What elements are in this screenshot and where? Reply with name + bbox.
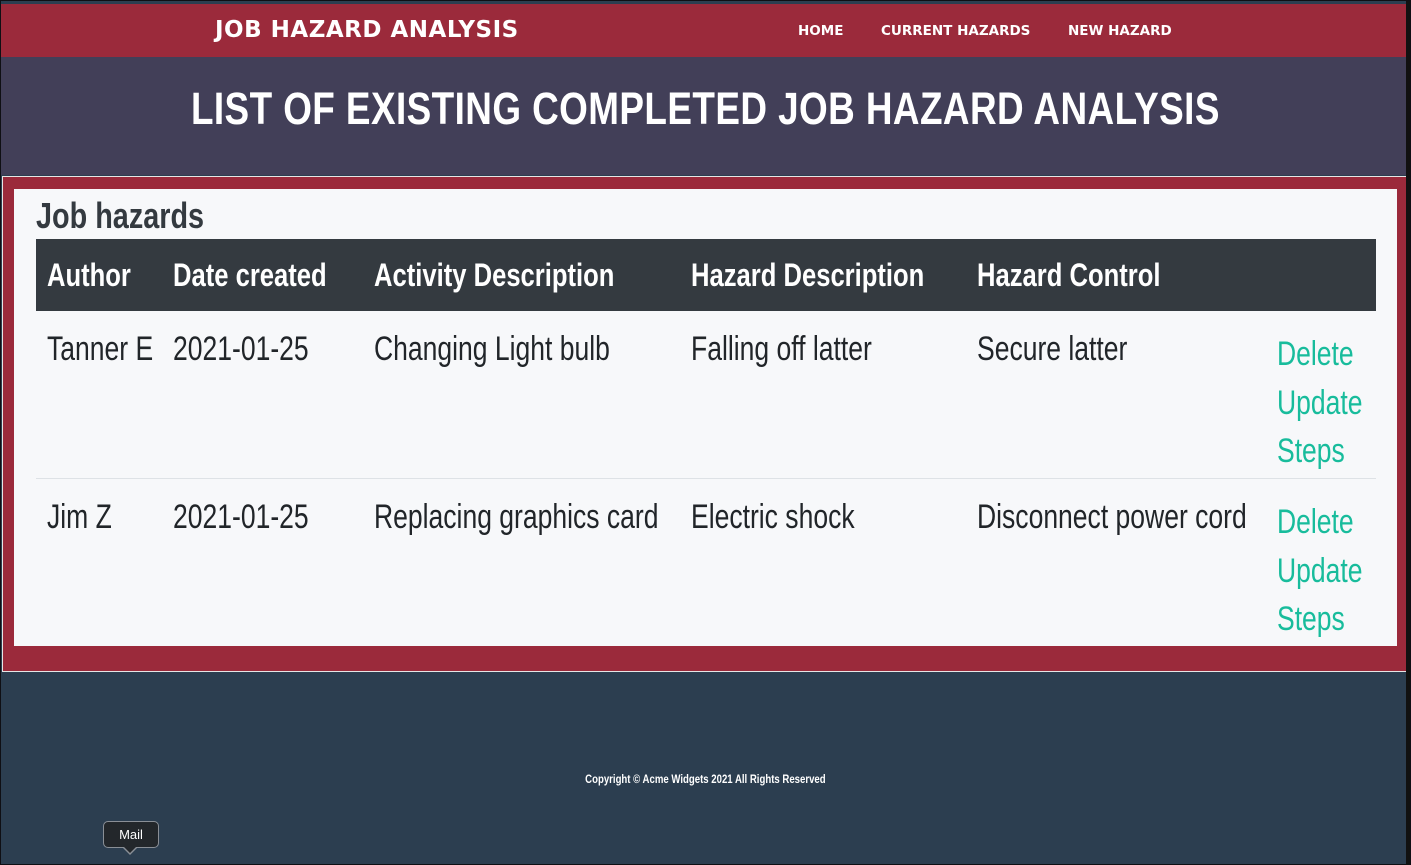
update-link[interactable]: Update [1277,551,1363,590]
column-header-hazard-description: Hazard Description [691,257,925,293]
delete-link[interactable]: Delete [1277,335,1354,373]
cell-date-created: 2021-01-25 [173,498,309,536]
brand-link[interactable]: JOB HAZARD ANALYSIS [215,17,519,43]
nav-home-link[interactable]: HOME [798,23,844,39]
nav-links: HOME CURRENT HAZARDS NEW HAZARD [1,23,1410,43]
section-heading: Job hazards [36,195,205,236]
cell-activity-description: Replacing graphics card [374,498,659,536]
cell-hazard-control: Secure latter [977,330,1128,368]
tooltip-arrow-inner [123,846,137,853]
steps-link[interactable]: Steps [1277,432,1345,470]
cell-date-created: 2021-01-25 [173,330,309,368]
table-header: Author Date created Activity Description… [36,239,1376,311]
page-header [1,57,1410,175]
navbar: JOB HAZARD ANALYSIS HOME CURRENT HAZARDS… [1,4,1410,57]
window-edge [1406,1,1410,865]
table-row: Tanner E 2021-01-25 Changing Light bulb … [36,311,1376,479]
table-row: Jim Z 2021-01-25 Replacing graphics card… [36,479,1376,646]
hazards-card: Job hazards Author Date created Activity… [14,189,1397,646]
column-header-author: Author [47,257,131,293]
mail-tooltip: Mail [103,821,159,848]
nav-new-hazard-link[interactable]: NEW HAZARD [1068,23,1172,39]
cell-author: Jim Z [47,498,112,536]
page-title: LIST OF EXISTING COMPLETED JOB HAZARD AN… [190,83,1220,134]
delete-link[interactable]: Delete [1277,503,1354,541]
update-link[interactable]: Update [1277,383,1363,422]
cell-hazard-control: Disconnect power cord [977,498,1247,536]
copyright-text: Copyright © Acme Widgets 2021 All Rights… [585,772,826,786]
column-header-hazard-control: Hazard Control [977,257,1161,293]
cell-hazard-description: Electric shock [691,498,855,536]
cell-activity-description: Changing Light bulb [374,330,610,368]
column-header-date-created: Date created [173,257,327,293]
nav-current-hazards-link[interactable]: CURRENT HAZARDS [881,23,1031,39]
steps-link[interactable]: Steps [1277,600,1345,638]
row-actions: Delete Update Steps [1277,330,1387,476]
row-actions: Delete Update Steps [1277,498,1387,644]
hazards-panel: Job hazards Author Date created Activity… [2,176,1408,672]
column-header-activity-description: Activity Description [374,257,615,293]
cell-hazard-description: Falling off latter [691,330,872,368]
cell-author: Tanner E [47,330,154,368]
